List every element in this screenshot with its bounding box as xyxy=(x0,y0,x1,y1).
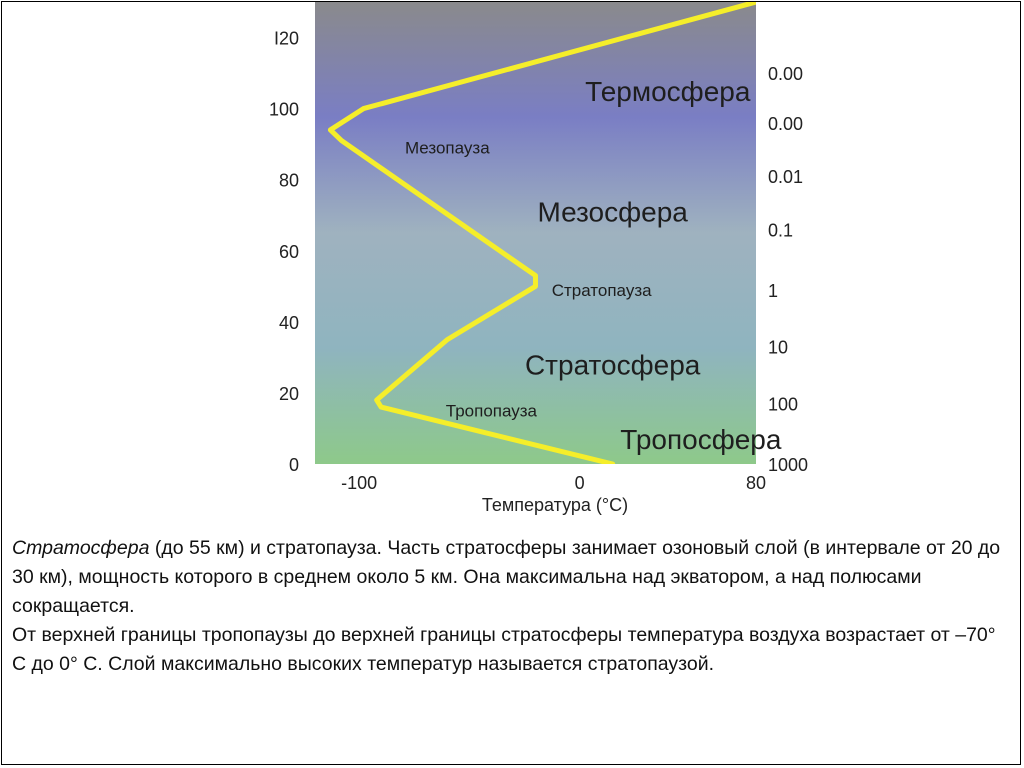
layer-label: Мезосфера xyxy=(537,197,688,228)
caption-paragraph-1: Стратосфера (до 55 км) и стратопауза. Ча… xyxy=(12,534,1012,621)
y-tick-label: 40 xyxy=(279,313,299,333)
x-axis-ticks: -100 0 80 xyxy=(341,473,766,493)
pressure-label: 0.00 xyxy=(768,114,803,134)
layer-labels: Термосфера Мезопауза Мезосфера Стратопауза С… xyxy=(405,76,782,455)
pressure-label: 0.1 xyxy=(768,220,793,240)
pressure-label: 1 xyxy=(768,281,778,301)
y-tick-label: I20 xyxy=(274,29,299,49)
caption-paragraph-1-body: (до 55 км) и стратопауза. Часть стратосф… xyxy=(12,537,1001,617)
caption-term: Стратосфера xyxy=(12,537,150,559)
pressure-label: 1000 xyxy=(768,455,808,475)
boundary-label: Стратопауза xyxy=(552,281,652,300)
pressure-label: 100 xyxy=(768,395,798,415)
pressure-label: 0.01 xyxy=(768,167,803,187)
caption-paragraph-2: От верхней границы тропопаузы до верхней… xyxy=(12,624,996,675)
x-tick-label: -100 xyxy=(341,473,377,493)
x-tick-label: 80 xyxy=(746,473,766,493)
temperature-profile-line xyxy=(327,2,756,464)
y-tick-label: 80 xyxy=(279,171,299,191)
pressure-label: 0.00 xyxy=(768,64,803,84)
x-axis-label: Температура (°C) xyxy=(482,495,628,515)
y-tick-label: 20 xyxy=(279,384,299,404)
y-tick-label: 60 xyxy=(279,242,299,262)
pressure-axis-labels: 0.00 0.00 0.01 0.1 1 10 100 1000 xyxy=(768,64,808,475)
caption-text: Стратосфера (до 55 км) и стратопауза. Ча… xyxy=(12,534,1012,679)
y-tick-label: 0 xyxy=(289,455,299,475)
layer-label: Тропосфера xyxy=(620,424,782,455)
y-tick-label: 100 xyxy=(269,100,299,120)
x-tick-label: 0 xyxy=(575,473,585,493)
y-axis-ticks: 0 20 40 60 80 100 I20 xyxy=(269,29,299,475)
boundary-label: Мезопауза xyxy=(405,139,490,158)
pressure-label: 10 xyxy=(768,338,788,358)
boundary-label: Тропопауза xyxy=(446,402,538,421)
layer-label: Термосфера xyxy=(585,76,751,107)
layer-label: Стратосфера xyxy=(525,349,701,380)
atmosphere-temperature-chart: 0 20 40 60 80 100 I20 -100 0 80 0.00 0.00 0.01 0.1 1… xyxy=(269,2,808,515)
